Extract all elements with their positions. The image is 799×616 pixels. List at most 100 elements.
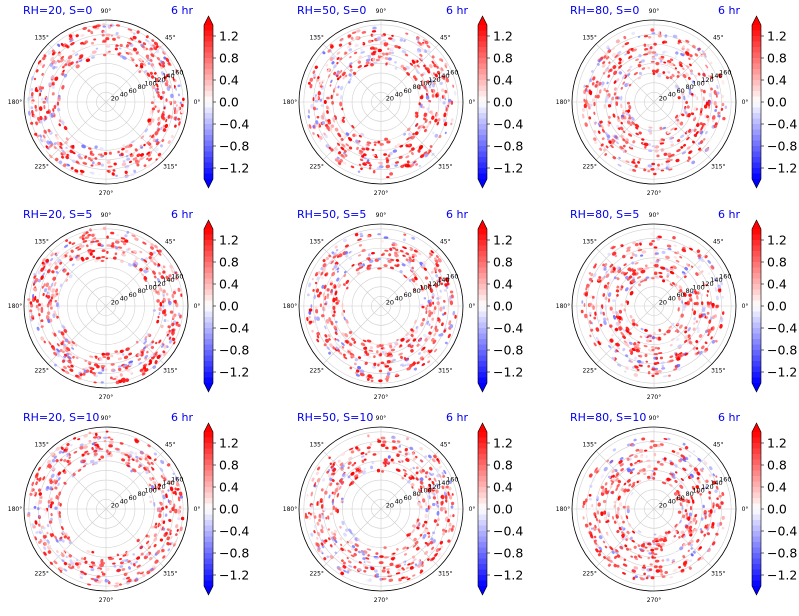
radial-tick-label: 20 <box>386 501 394 509</box>
colorbar-segment <box>478 97 487 103</box>
radial-tick-label: 160 <box>446 476 458 484</box>
angle-tick-label: 225° <box>309 570 323 577</box>
angle-tick-label: 180° <box>283 303 297 310</box>
radial-tick-label: 60 <box>404 87 412 95</box>
colorbar-segment <box>204 42 213 48</box>
colorbar-segment <box>752 174 761 180</box>
colorbar-segment <box>752 69 761 75</box>
colorbar-segment <box>478 493 487 499</box>
colorbar-segment <box>478 306 487 312</box>
angle-tick-label: 45° <box>440 239 451 246</box>
colorbar: 1.20.80.40.0−0.4−0.8−1.2 <box>478 220 523 392</box>
colorbar-tick-label: 0.8 <box>219 51 239 66</box>
angle-tick-label: 270° <box>374 597 388 604</box>
radial-tick-label: 20 <box>659 298 667 306</box>
colorbar-segment <box>752 91 761 97</box>
colorbar-tick-label: 0.4 <box>493 277 513 292</box>
colorbar-segment <box>204 339 213 345</box>
colorbar-segment <box>204 25 213 31</box>
colorbar-tick-label: −1.2 <box>767 161 797 176</box>
angle-tick-label: 315° <box>438 570 452 577</box>
colorbar-segment <box>478 240 487 246</box>
colorbar-segment <box>478 449 487 455</box>
angle-tick-label: 180° <box>8 99 22 106</box>
colorbar-segment <box>204 559 213 565</box>
colorbar-segment <box>752 113 761 119</box>
colorbar-tick-label: 0.8 <box>493 458 513 473</box>
colorbar-segment <box>204 119 213 125</box>
colorbar-segment <box>204 323 213 329</box>
colorbar-tick-label: −1.2 <box>219 365 249 380</box>
colorbar-tick-label: 1.2 <box>493 29 513 44</box>
angle-tick-label: 90° <box>101 415 112 422</box>
angle-tick-label: 270° <box>99 597 113 604</box>
colorbar-extend-min <box>478 179 487 188</box>
colorbar-tick-label: 1.2 <box>767 29 787 44</box>
colorbar-segment <box>752 42 761 48</box>
colorbar-segment <box>204 317 213 323</box>
colorbar-tick-label: 0.4 <box>219 73 239 88</box>
colorbar-segment <box>204 102 213 108</box>
colorbar-tick-label: −0.8 <box>493 139 523 154</box>
colorbar-tick-label: 0.0 <box>219 299 239 314</box>
colorbar-segment <box>478 570 487 576</box>
colorbar-segment <box>478 64 487 70</box>
colorbar-segment <box>478 471 487 477</box>
colorbar-extend-max <box>752 220 761 229</box>
colorbar-tick-label: −0.4 <box>219 321 249 336</box>
colorbar: 1.20.80.40.0−0.4−0.8−1.2 <box>204 16 249 188</box>
angle-tick-label: 180° <box>556 99 570 106</box>
angle-tick-label: 225° <box>582 163 596 170</box>
angle-tick-label: 315° <box>711 163 725 170</box>
colorbar-tick-label: 0.8 <box>767 51 787 66</box>
colorbar-segment <box>204 531 213 537</box>
colorbar-segment <box>752 80 761 86</box>
colorbar-segment <box>478 152 487 158</box>
radial-tick-label: 40 <box>395 295 403 303</box>
colorbar-segment <box>752 157 761 163</box>
colorbar-segment <box>204 91 213 97</box>
colorbar-segment <box>478 361 487 367</box>
colorbar-tick-label: 1.2 <box>767 233 787 248</box>
colorbar-segment <box>752 64 761 70</box>
colorbar-segment <box>204 504 213 510</box>
radial-tick-label: 20 <box>111 94 119 102</box>
colorbar-segment <box>204 526 213 532</box>
colorbar-segment <box>478 509 487 515</box>
colorbar-segment <box>204 372 213 378</box>
colorbar-segment <box>204 328 213 334</box>
colorbar-segment <box>478 257 487 263</box>
colorbar-tick-label: 1.2 <box>493 233 513 248</box>
colorbar-tick-label: 0.0 <box>493 95 513 110</box>
colorbar-tick-label: −0.4 <box>493 321 523 336</box>
radial-tick-label: 20 <box>386 94 394 102</box>
colorbar-segment <box>204 542 213 548</box>
colorbar-extend-min <box>752 179 761 188</box>
angle-tick-label: 45° <box>165 239 176 246</box>
colorbar-segment <box>478 36 487 42</box>
colorbar-tick-label: −1.2 <box>767 365 797 380</box>
colorbar-segment <box>752 262 761 268</box>
angle-tick-label: 315° <box>163 367 177 374</box>
colorbar-segment <box>204 108 213 114</box>
colorbar-segment <box>204 581 213 587</box>
colorbar-segment <box>752 361 761 367</box>
colorbar-segment <box>204 498 213 504</box>
colorbar-segment <box>478 328 487 334</box>
colorbar-segment <box>204 152 213 158</box>
colorbar-segment <box>204 69 213 75</box>
colorbar-segment <box>204 86 213 92</box>
angle-tick-label: 270° <box>99 190 113 197</box>
colorbar-segment <box>204 570 213 576</box>
colorbar-segment <box>204 487 213 493</box>
scatter-point <box>37 507 40 510</box>
angle-tick-label: 0° <box>469 303 476 310</box>
colorbar-segment <box>752 97 761 103</box>
colorbar-segment <box>204 284 213 290</box>
colorbar: 1.20.80.40.0−0.4−0.8−1.2 <box>752 16 797 188</box>
colorbar-segment <box>752 339 761 345</box>
scatter-point <box>159 507 161 512</box>
